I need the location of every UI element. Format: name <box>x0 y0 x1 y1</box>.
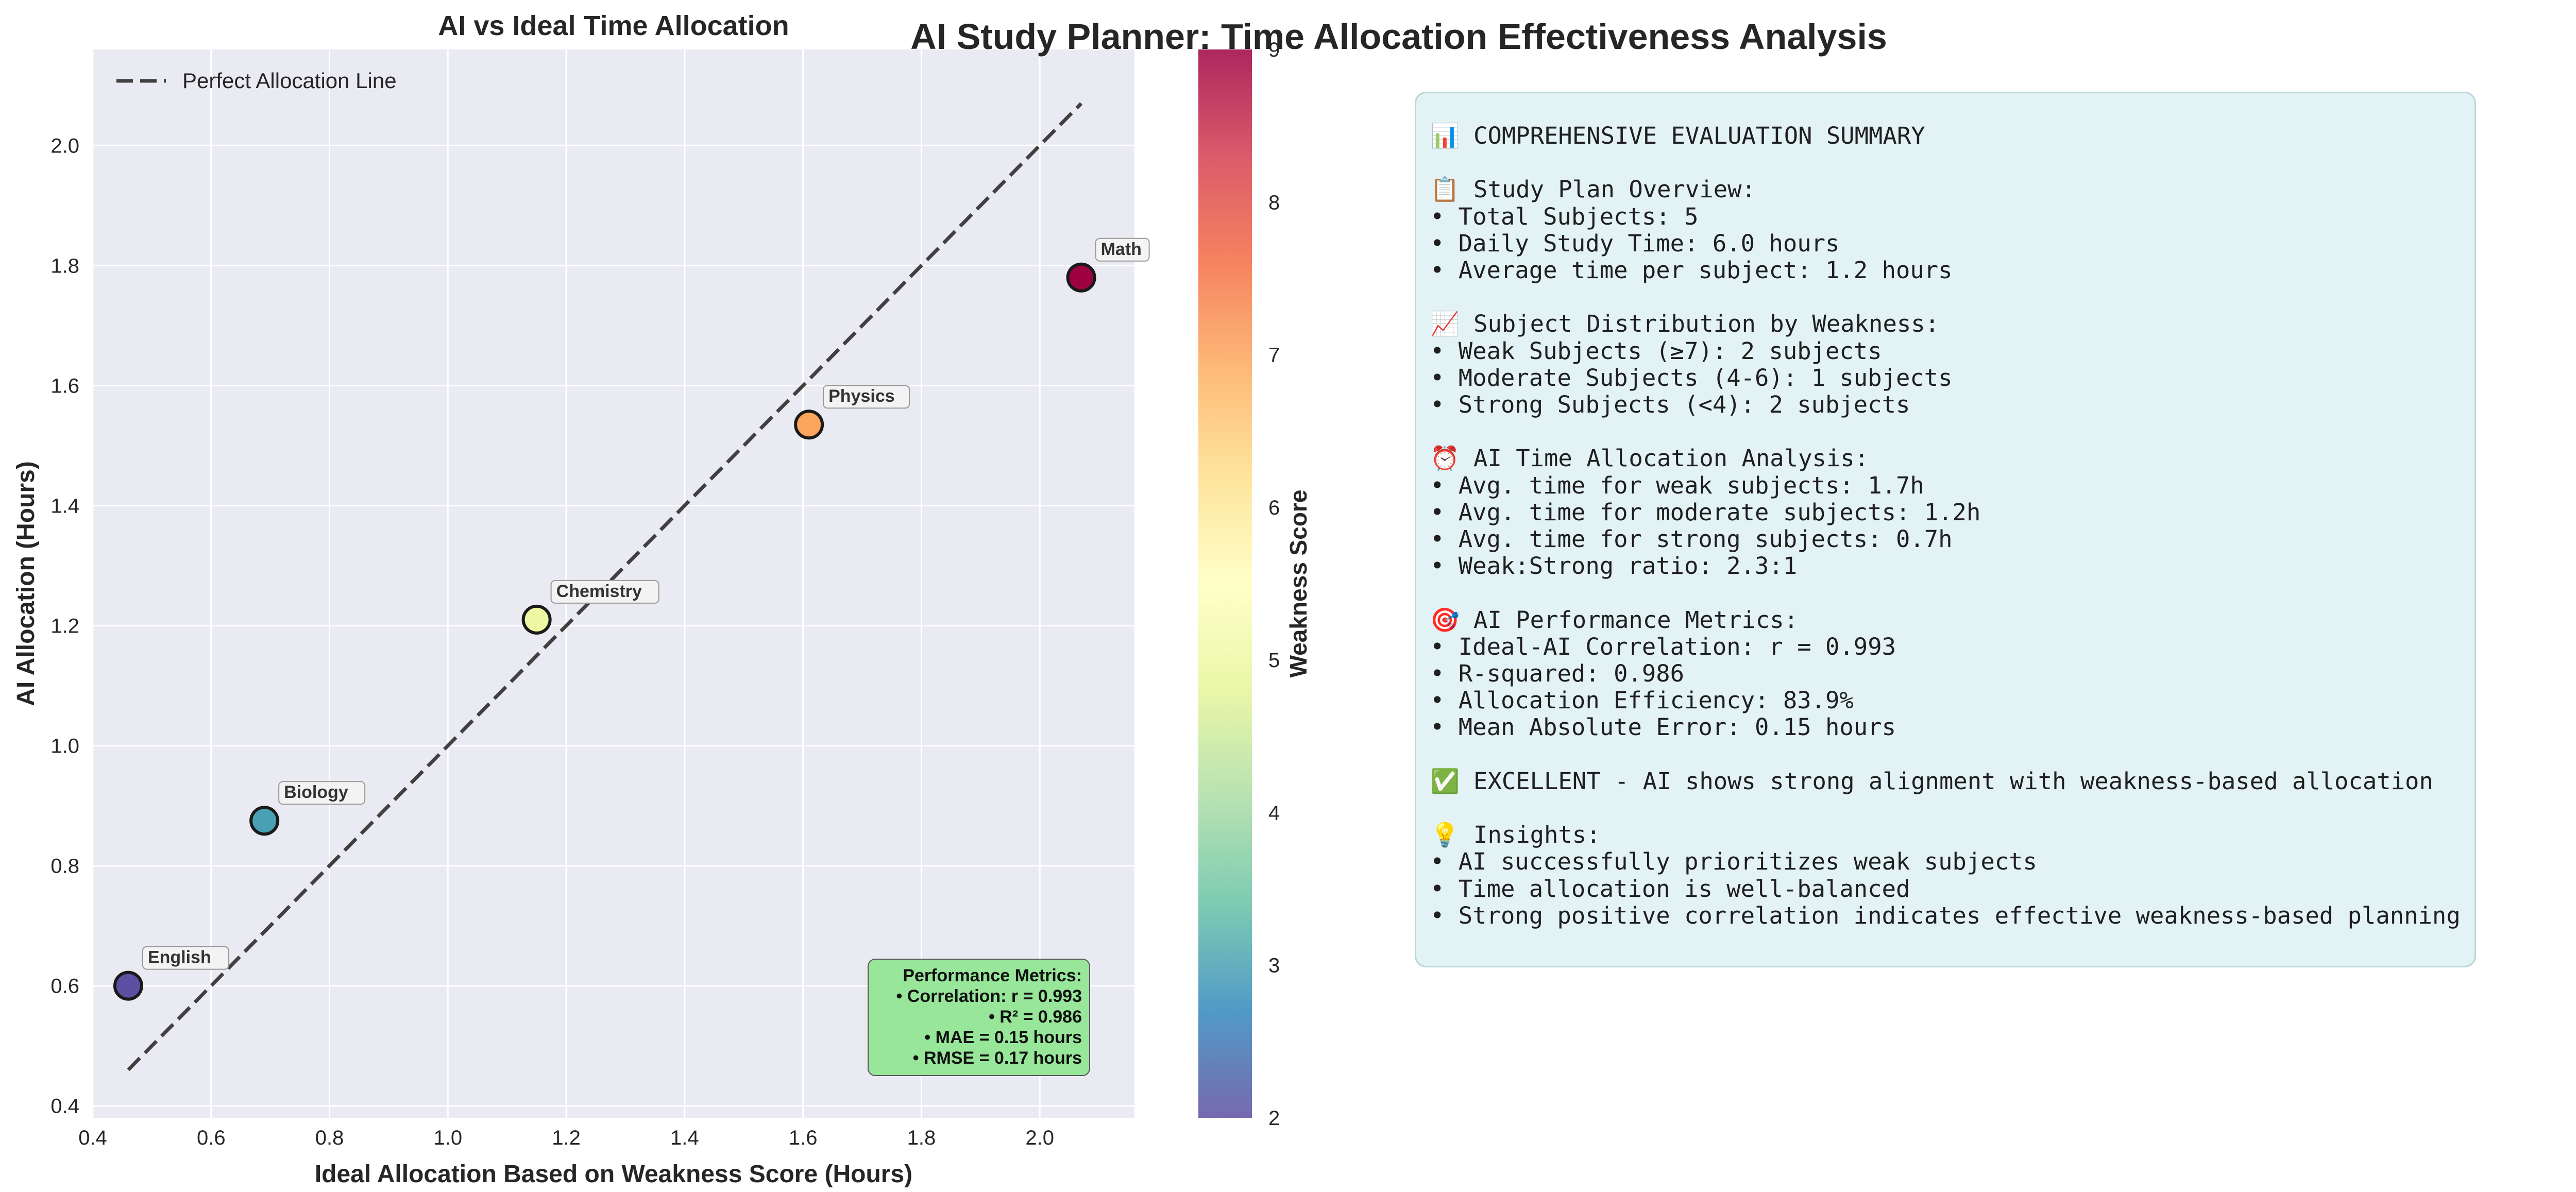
metrics-line-r-squared: • R² = 0.986 <box>989 1007 1082 1027</box>
colorbar <box>1198 49 1252 1118</box>
x-tick-label: 1.0 <box>434 1127 463 1149</box>
x-tick-labels: 0.4 0.6 0.8 1.0 1.2 1.4 1.6 1.8 2.0 <box>78 1127 1054 1149</box>
colorbar-tick-label: 7 <box>1268 344 1280 367</box>
metrics-box-bg <box>868 959 1090 1076</box>
point-english <box>113 970 143 1001</box>
point-label-box <box>550 580 659 604</box>
metrics-line-rmse: • RMSE = 0.17 hours <box>913 1048 1082 1068</box>
y-tick-label: 0.4 <box>50 1095 79 1118</box>
point-label-box <box>1095 237 1150 262</box>
point-label: Math <box>1101 240 1142 259</box>
point-label-box <box>823 385 910 409</box>
metrics-title: Performance Metrics: <box>903 966 1082 985</box>
point-biology <box>249 806 280 836</box>
x-tick-label: 0.4 <box>78 1127 107 1149</box>
figure-suptitle: AI Study Planner: Time Allocation Effect… <box>910 16 1887 57</box>
x-tick-label: 1.8 <box>907 1127 936 1149</box>
y-tick-label: 0.6 <box>50 975 79 998</box>
data-points: English Biology Chemistry Physics Math <box>113 237 1150 1001</box>
point-label: Biology <box>284 782 348 802</box>
point-label: Physics <box>828 386 895 406</box>
x-axis-label: Ideal Allocation Based on Weakness Score… <box>315 1161 912 1188</box>
legend: Perfect Allocation Line <box>116 69 397 93</box>
point-label: English <box>148 948 211 967</box>
colorbar-tick-label: 9 <box>1268 39 1280 61</box>
point-chemistry <box>521 604 552 635</box>
colorbar-tick-label: 8 <box>1268 191 1280 214</box>
point-physics <box>794 410 824 440</box>
y-tick-label: 1.2 <box>50 615 79 638</box>
x-tick-label: 1.4 <box>670 1127 699 1149</box>
y-tick-label: 1.8 <box>50 254 79 277</box>
metrics-box: Performance Metrics: • Correlation: r = … <box>868 959 1090 1076</box>
y-tick-label: 0.8 <box>50 855 79 878</box>
x-tick-label: 0.8 <box>315 1127 344 1149</box>
metrics-line-mae: • MAE = 0.15 hours <box>924 1028 1082 1047</box>
legend-entry: Perfect Allocation Line <box>182 69 397 93</box>
y-axis-label: AI Allocation (Hours) <box>12 461 40 706</box>
colorbar-tick-label: 6 <box>1268 497 1280 519</box>
x-tick-label: 1.2 <box>552 1127 581 1149</box>
colorbar-tick-label: 3 <box>1268 955 1280 977</box>
colorbar-label: Weakness Score <box>1285 490 1312 678</box>
x-tick-label: 0.6 <box>197 1127 226 1149</box>
x-tick-label: 1.6 <box>789 1127 818 1149</box>
point-label-box <box>142 946 229 970</box>
point-label-box <box>278 781 366 805</box>
y-tick-label: 2.0 <box>50 134 79 157</box>
y-tick-labels: 0.4 0.6 0.8 1.0 1.2 1.4 1.6 1.8 2.0 <box>50 134 79 1117</box>
y-tick-label: 1.6 <box>50 374 79 397</box>
colorbar-tick-label: 5 <box>1268 649 1280 672</box>
colorbar-tick-label: 2 <box>1268 1107 1280 1130</box>
metrics-line-correlation: • Correlation: r = 0.993 <box>896 986 1082 1006</box>
point-label: Chemistry <box>556 582 642 601</box>
y-tick-label: 1.4 <box>50 495 79 518</box>
y-tick-label: 1.0 <box>50 735 79 758</box>
x-tick-label: 2.0 <box>1025 1127 1054 1149</box>
colorbar-tick-label: 4 <box>1268 802 1280 824</box>
evaluation-summary-text: 📊 COMPREHENSIVE EVALUATION SUMMARY 📋 Stu… <box>1430 122 2461 929</box>
chart-title: AI vs Ideal Time Allocation <box>438 10 789 41</box>
colorbar-tick-labels: 2 3 4 5 6 7 8 9 <box>1268 39 1280 1130</box>
summary-panel <box>1415 92 2476 967</box>
point-math <box>1066 262 1096 293</box>
